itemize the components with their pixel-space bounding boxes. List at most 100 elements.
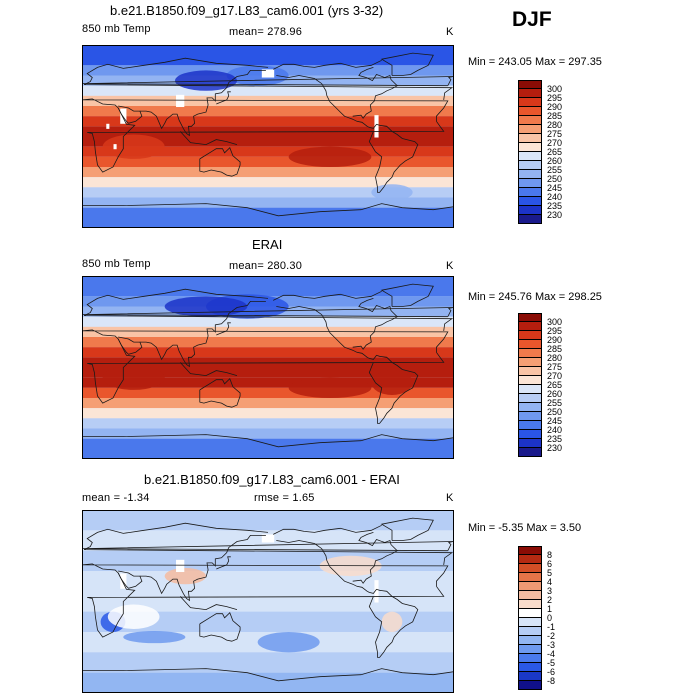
panel-2-title: ERAI bbox=[252, 237, 283, 252]
temperature-band bbox=[82, 398, 454, 409]
colorbar-swatch bbox=[518, 564, 542, 573]
coastline bbox=[179, 596, 238, 611]
coastline bbox=[82, 541, 454, 552]
colorbar-swatch bbox=[518, 170, 542, 179]
temperature-anomaly-region bbox=[107, 604, 160, 629]
colorbar-swatch bbox=[518, 152, 542, 161]
colorbar-swatch bbox=[518, 412, 542, 421]
colorbar-tick-label: 4 bbox=[547, 577, 553, 587]
temperature-band bbox=[82, 510, 454, 531]
panel-2-left-label: 850 mb Temp bbox=[82, 258, 151, 270]
colorbar-swatch bbox=[518, 179, 542, 188]
colorbar-swatch bbox=[518, 385, 542, 394]
colorbar-swatch bbox=[518, 636, 542, 645]
coastline bbox=[83, 288, 454, 331]
temperature-anomaly-region bbox=[288, 377, 372, 398]
colorbar-swatch bbox=[518, 340, 542, 349]
missing-data-mask bbox=[261, 69, 275, 78]
missing-data-mask bbox=[120, 573, 127, 589]
colorbar-swatch bbox=[518, 654, 542, 663]
panel-1-mean-label: mean= 278.96 bbox=[229, 26, 303, 38]
temperature-band bbox=[82, 571, 454, 592]
colorbar-tick-label: 1 bbox=[547, 604, 553, 614]
panel-2-mean-label: mean= 280.30 bbox=[229, 260, 303, 272]
temperature-band bbox=[82, 156, 454, 167]
temperature-band bbox=[82, 347, 454, 358]
colorbar-tick-label: 230 bbox=[547, 210, 563, 220]
panel-3-rmse-label: rmse = 1.65 bbox=[254, 492, 315, 504]
colorbar-swatch bbox=[518, 555, 542, 564]
coastline bbox=[352, 298, 398, 350]
coastline bbox=[82, 668, 454, 682]
coastline bbox=[216, 322, 231, 336]
map-frame bbox=[82, 510, 454, 693]
colorbar-swatch bbox=[518, 403, 542, 412]
temperature-band bbox=[82, 672, 454, 693]
colorbar-tick-label: 285 bbox=[547, 344, 563, 354]
colorbar-tick-label: 290 bbox=[547, 102, 563, 112]
temperature-band bbox=[82, 116, 454, 127]
colorbar-swatch bbox=[518, 376, 542, 385]
panel-1-title: b.e21.B1850.f09_g17.L83_cam6.001 (yrs 3-… bbox=[110, 3, 384, 18]
coastline bbox=[179, 362, 238, 377]
colorbar-tick-label: 235 bbox=[547, 201, 563, 211]
coastline bbox=[117, 336, 143, 355]
colorbar-tick-label: 280 bbox=[547, 353, 563, 363]
coastline bbox=[82, 329, 449, 404]
colorbar-tick-label: -4 bbox=[547, 649, 556, 659]
coastline bbox=[82, 203, 454, 217]
colorbar-swatch bbox=[518, 546, 542, 555]
temperature-band bbox=[82, 197, 454, 208]
missing-data-mask bbox=[374, 115, 379, 138]
coastline bbox=[139, 534, 266, 602]
temperature-band bbox=[82, 652, 454, 673]
panel-1-colorbar: 300 295 290 285 280 275 270 265 260 255 250 245 240 2… bbox=[518, 80, 562, 224]
temperature-anomaly-region bbox=[381, 611, 403, 632]
colorbar-tick-label: -8 bbox=[547, 676, 556, 686]
colorbar-tick-label: 235 bbox=[547, 434, 563, 444]
colorbar-swatch bbox=[518, 80, 542, 89]
colorbar-swatch bbox=[518, 600, 542, 609]
colorbar-tick-label: 265 bbox=[547, 147, 563, 157]
colorbar-tick-label: 275 bbox=[547, 362, 563, 372]
coastline bbox=[139, 69, 266, 137]
colorbar-swatch bbox=[518, 609, 542, 618]
colorbar-swatch bbox=[518, 197, 542, 206]
coastline bbox=[380, 283, 434, 307]
colorbar-tick-label: 240 bbox=[547, 425, 563, 435]
colorbar-swatch bbox=[518, 394, 542, 403]
colorbar-swatch bbox=[518, 672, 542, 681]
map-frame bbox=[82, 276, 454, 459]
coastline bbox=[216, 91, 231, 105]
coastline bbox=[276, 306, 419, 424]
colorbar-swatch bbox=[518, 582, 542, 591]
colorbar-swatch bbox=[518, 98, 542, 107]
temperature-band bbox=[82, 95, 454, 106]
panel-3-mean-label: mean = -1.34 bbox=[82, 492, 150, 504]
colorbar-swatch bbox=[518, 107, 542, 116]
coastline bbox=[273, 524, 382, 535]
missing-data-mask bbox=[176, 559, 185, 573]
colorbar-tick-label: 240 bbox=[547, 192, 563, 202]
temperature-band bbox=[82, 106, 454, 117]
coastline bbox=[82, 434, 454, 448]
colorbar-tick-label: -6 bbox=[547, 667, 556, 677]
temperature-band bbox=[82, 187, 454, 198]
colorbar-tick-label: 230 bbox=[547, 443, 563, 453]
coastline bbox=[273, 59, 382, 70]
colorbar-swatch bbox=[518, 663, 542, 672]
difference-map bbox=[82, 510, 454, 693]
colorbar-swatch bbox=[518, 367, 542, 376]
coastline bbox=[117, 105, 143, 124]
temperature-band bbox=[82, 146, 454, 157]
coastline bbox=[199, 377, 241, 408]
coastline bbox=[82, 98, 449, 173]
coastline bbox=[83, 57, 454, 100]
temperature-band bbox=[82, 85, 454, 96]
colorbar-swatch bbox=[518, 618, 542, 627]
temperature-band bbox=[82, 428, 454, 439]
colorbar-swatch bbox=[518, 430, 542, 439]
colorbar-tick-label: 300 bbox=[547, 317, 563, 327]
coastline bbox=[380, 52, 434, 76]
missing-data-mask bbox=[261, 534, 275, 543]
